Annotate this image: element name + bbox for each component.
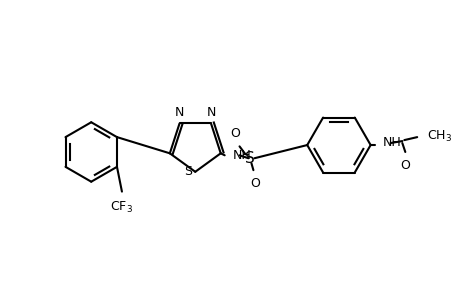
Text: CH$_3$: CH$_3$: [426, 129, 451, 144]
Text: O: O: [250, 177, 260, 190]
Text: N: N: [206, 106, 215, 119]
Text: CF$_3$: CF$_3$: [110, 200, 133, 214]
Text: O: O: [230, 128, 240, 140]
Text: S: S: [244, 151, 254, 166]
Text: NH: NH: [382, 136, 400, 148]
Text: S: S: [184, 165, 192, 178]
Text: O: O: [399, 159, 409, 172]
Text: NH: NH: [232, 149, 251, 162]
Text: N: N: [174, 106, 184, 119]
